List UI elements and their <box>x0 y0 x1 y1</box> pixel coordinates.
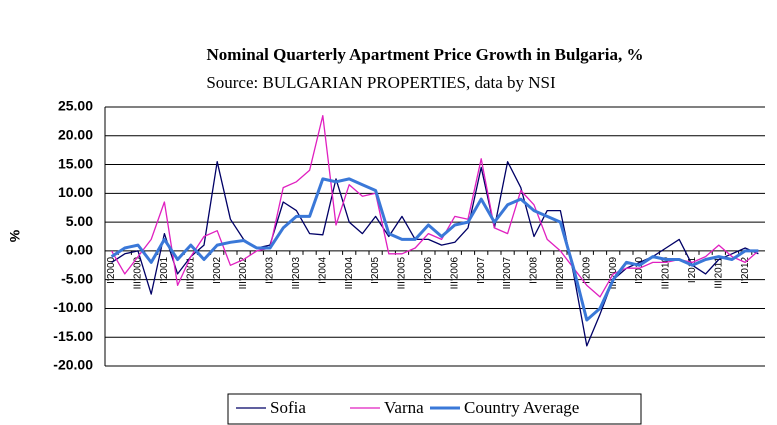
series-line <box>110 177 759 322</box>
series-line <box>111 114 759 298</box>
y-tick-label: -10.00 <box>53 299 93 315</box>
legend-label: Varna <box>384 398 424 417</box>
y-tick-label: -5.00 <box>61 270 93 286</box>
x-tick-label: III'2010 <box>661 256 672 289</box>
x-tick-label: III'2009 <box>608 256 619 289</box>
legend-label: Sofia <box>270 398 306 417</box>
x-tick-label: I'2006 <box>423 256 434 283</box>
y-tick-label: -20.00 <box>53 357 93 373</box>
x-tick-label: III'2008 <box>555 256 566 289</box>
x-tick-label: I'2010 <box>634 256 645 283</box>
x-tick-label: I'2003 <box>265 256 276 283</box>
y-tick-label: 0.00 <box>66 242 93 258</box>
x-tick-label: I'2011 <box>687 256 698 283</box>
x-tick-label: III'2002 <box>238 256 249 289</box>
x-tick-label: I'2009 <box>581 256 592 283</box>
x-tick-label: III'2007 <box>502 256 513 289</box>
x-tick-label: III'2006 <box>449 256 460 289</box>
x-tick-label: I'2000 <box>106 256 117 283</box>
x-tick-label: I'2005 <box>370 256 381 283</box>
x-tick-label: I'2004 <box>317 256 328 283</box>
y-tick-label: 25.00 <box>58 98 93 114</box>
legend-label: Country Average <box>464 398 579 417</box>
x-tick-label: III'2000 <box>133 256 144 289</box>
chart-subtitle: Source: BULGARIAN PROPERTIES, data by NS… <box>206 73 556 92</box>
x-tick-label: I'2001 <box>159 256 170 283</box>
legend-box <box>227 393 642 425</box>
x-tick-label: III'2001 <box>185 256 196 289</box>
y-axis-label: % <box>7 229 23 242</box>
y-tick-label: 5.00 <box>66 213 93 229</box>
y-tick-label: 10.00 <box>58 184 93 200</box>
chart-title: Nominal Quarterly Apartment Price Growth… <box>207 45 644 64</box>
x-tick-label: I'2008 <box>529 256 540 283</box>
x-tick-label: III'2011 <box>713 256 724 288</box>
x-tick-label: I'2002 <box>212 256 223 283</box>
y-tick-label: 20.00 <box>58 126 93 142</box>
y-tick-label: 15.00 <box>58 155 93 171</box>
x-tick-label: III'2005 <box>397 256 408 289</box>
x-tick-label: III'2004 <box>344 256 355 289</box>
y-tick-label: -15.00 <box>53 328 93 344</box>
x-tick-label: I'2012 <box>740 256 751 283</box>
x-tick-label: III'2003 <box>291 256 302 289</box>
x-tick-label: I'2007 <box>476 256 487 283</box>
